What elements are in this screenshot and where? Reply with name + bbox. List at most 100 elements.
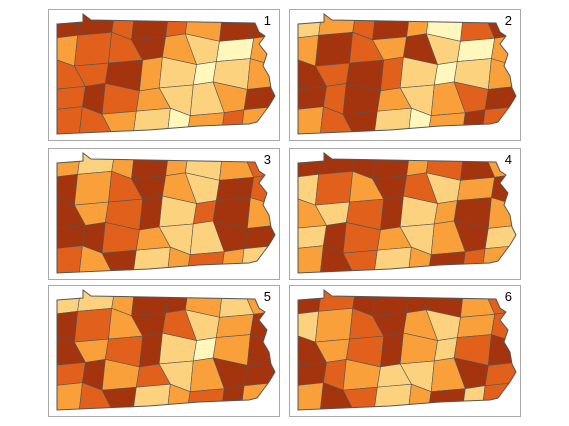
map-3 bbox=[56, 152, 276, 274]
county-region bbox=[456, 313, 496, 338]
county-region bbox=[298, 86, 327, 111]
county-region bbox=[57, 106, 83, 134]
panel-number-2: 2 bbox=[504, 13, 512, 28]
county-region bbox=[372, 290, 411, 317]
county-region bbox=[373, 383, 412, 410]
county-region bbox=[131, 290, 170, 317]
county-region bbox=[315, 170, 354, 206]
map-2 bbox=[297, 13, 517, 135]
county-region bbox=[192, 61, 217, 86]
county-region bbox=[433, 337, 458, 362]
county-group bbox=[298, 290, 516, 410]
panel-5: 5 bbox=[48, 285, 280, 417]
panel-4: 4 bbox=[289, 148, 521, 280]
county-region bbox=[243, 362, 275, 387]
county-region bbox=[319, 382, 355, 410]
county-region bbox=[139, 56, 163, 92]
map-4 bbox=[297, 152, 517, 274]
panel-number-4: 4 bbox=[504, 152, 512, 167]
panel-6: 6 bbox=[289, 285, 521, 417]
county-region bbox=[131, 153, 170, 180]
county-region bbox=[342, 386, 378, 410]
county-region bbox=[220, 248, 245, 273]
county-region bbox=[243, 225, 275, 250]
county-region bbox=[319, 245, 355, 273]
county-region bbox=[74, 170, 113, 206]
county-region bbox=[139, 195, 163, 231]
county-region bbox=[427, 251, 466, 273]
county-region bbox=[315, 31, 354, 67]
county-region bbox=[372, 14, 411, 41]
county-region bbox=[101, 249, 137, 273]
panel-1: 1 bbox=[48, 9, 280, 141]
county-group bbox=[57, 14, 275, 134]
county-region bbox=[372, 153, 411, 180]
panel-2: 2 bbox=[289, 9, 521, 141]
county-region bbox=[315, 307, 354, 343]
panel-3: 3 bbox=[48, 148, 280, 280]
county-region bbox=[57, 362, 86, 387]
state-outline bbox=[297, 152, 517, 274]
county-region bbox=[484, 362, 516, 387]
state-outline bbox=[297, 13, 517, 135]
county-region bbox=[456, 37, 496, 62]
map-6 bbox=[297, 289, 517, 411]
county-region bbox=[373, 107, 412, 134]
county-region bbox=[380, 56, 404, 92]
county-region bbox=[78, 382, 114, 410]
county-region bbox=[186, 388, 225, 410]
county-region bbox=[298, 106, 324, 134]
county-region bbox=[78, 245, 114, 273]
county-region bbox=[456, 176, 496, 201]
county-region bbox=[78, 106, 114, 134]
county-region bbox=[131, 14, 170, 41]
county-region bbox=[186, 112, 225, 134]
county-region bbox=[319, 106, 355, 134]
county-region bbox=[427, 388, 466, 410]
county-region bbox=[298, 225, 327, 250]
county-region bbox=[298, 362, 327, 387]
panel-number-5: 5 bbox=[263, 289, 271, 304]
state-outline bbox=[56, 289, 276, 411]
map-5 bbox=[56, 289, 276, 411]
panel-number-1: 1 bbox=[263, 13, 271, 28]
county-region bbox=[186, 251, 225, 273]
county-region bbox=[461, 385, 486, 410]
county-region bbox=[433, 61, 458, 86]
county-region bbox=[342, 249, 378, 273]
county-region bbox=[192, 337, 217, 362]
county-region bbox=[57, 245, 83, 273]
state-outline bbox=[56, 152, 276, 274]
county-region bbox=[298, 245, 324, 273]
county-region bbox=[220, 385, 245, 410]
county-region bbox=[484, 225, 516, 250]
county-region bbox=[298, 382, 324, 410]
county-group bbox=[298, 14, 516, 134]
county-region bbox=[243, 86, 275, 111]
panel-number-6: 6 bbox=[504, 289, 512, 304]
state-outline bbox=[56, 13, 276, 135]
county-region bbox=[380, 332, 404, 368]
county-group bbox=[57, 153, 275, 273]
county-region bbox=[215, 176, 255, 201]
panel-number-3: 3 bbox=[263, 152, 271, 167]
county-region bbox=[57, 86, 86, 111]
map-1 bbox=[56, 13, 276, 135]
county-region bbox=[101, 386, 137, 410]
county-region bbox=[139, 332, 163, 368]
county-region bbox=[132, 246, 171, 273]
county-region bbox=[427, 112, 466, 134]
county-group bbox=[298, 153, 516, 273]
county-region bbox=[373, 246, 412, 273]
county-group bbox=[57, 290, 275, 410]
county-region bbox=[57, 382, 83, 410]
county-region bbox=[461, 109, 486, 134]
county-region bbox=[74, 31, 113, 67]
county-region bbox=[461, 248, 486, 273]
county-region bbox=[132, 383, 171, 410]
county-region bbox=[74, 307, 113, 343]
county-region bbox=[192, 200, 217, 225]
county-region bbox=[57, 225, 86, 250]
county-region bbox=[215, 313, 255, 338]
state-outline bbox=[297, 289, 517, 411]
